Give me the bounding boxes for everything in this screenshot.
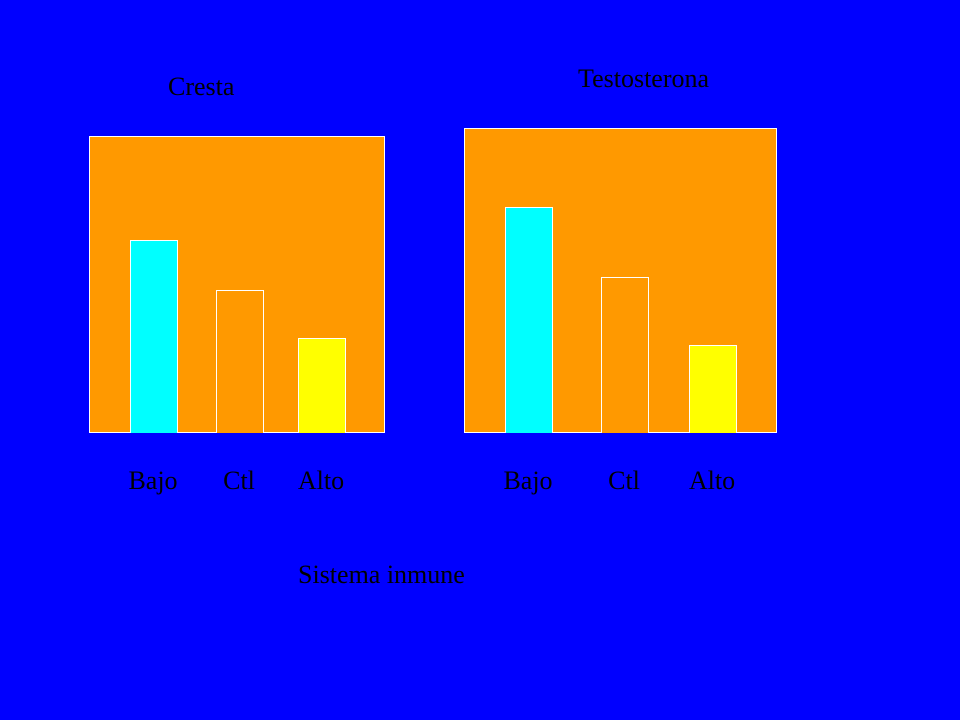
bar-cresta-ctl bbox=[216, 290, 264, 433]
bar-cresta-alto bbox=[298, 337, 346, 433]
bar-testosterona-ctl bbox=[601, 277, 649, 433]
plot-area-testosterona bbox=[464, 128, 777, 433]
category-label-testosterona-ctl: Ctl bbox=[608, 466, 640, 495]
footer-label: Sistema inmune bbox=[298, 560, 465, 589]
bar-cresta-bajo bbox=[130, 239, 178, 433]
chart-title-cresta: Cresta bbox=[168, 72, 235, 101]
category-label-testosterona-bajo: Bajo bbox=[503, 466, 553, 495]
bar-testosterona-bajo bbox=[505, 207, 553, 433]
bar-testosterona-alto bbox=[689, 344, 737, 433]
category-label-testosterona-alto: Alto bbox=[688, 466, 736, 495]
category-label-cresta-bajo: Bajo bbox=[128, 466, 178, 495]
category-label-cresta-ctl: Ctl bbox=[223, 466, 255, 495]
chart-title-testosterona: Testosterona bbox=[578, 64, 710, 93]
category-label-cresta-alto: Alto bbox=[297, 466, 345, 495]
plot-area-cresta bbox=[89, 136, 385, 433]
